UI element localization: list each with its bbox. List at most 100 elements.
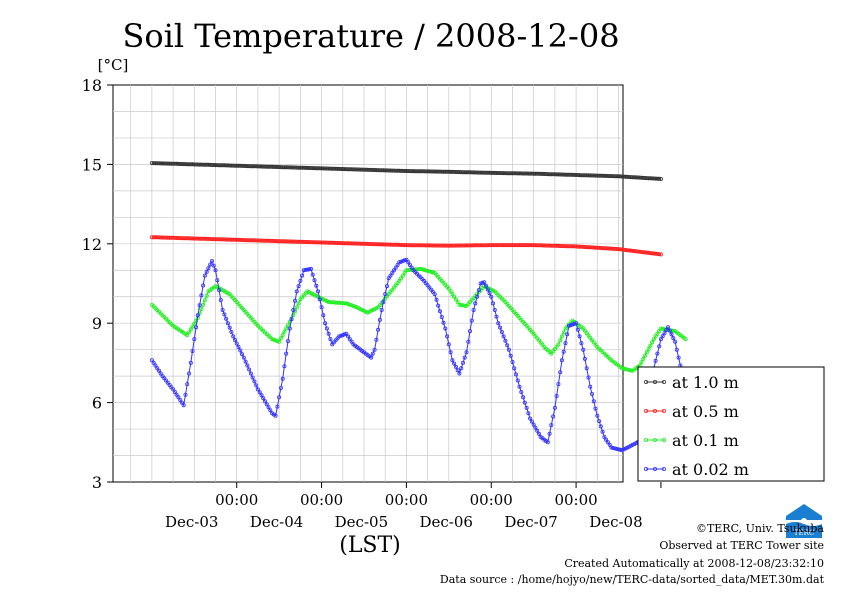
data-point	[517, 171, 522, 176]
data-point	[338, 333, 343, 338]
data-point	[370, 242, 375, 247]
data-point	[531, 422, 536, 427]
data-point	[344, 301, 349, 306]
data-point	[202, 273, 207, 278]
data-point	[565, 332, 570, 337]
data-point	[666, 325, 671, 330]
data-point	[514, 372, 519, 377]
data-point	[218, 237, 223, 242]
data-point	[294, 305, 299, 310]
x-tick-time-label: 00:00	[215, 491, 258, 509]
data-point	[448, 289, 453, 294]
data-point	[369, 355, 374, 360]
data-point	[280, 376, 285, 381]
data-point	[185, 236, 190, 241]
data-point	[349, 339, 354, 344]
data-point	[254, 383, 259, 388]
data-point	[266, 164, 271, 169]
data-point	[452, 243, 457, 248]
data-point	[556, 382, 561, 387]
data-point	[257, 390, 262, 395]
data-point	[586, 375, 591, 380]
x-tick-date-label: Dec-05	[335, 513, 388, 531]
data-point	[598, 173, 603, 178]
data-point	[519, 389, 524, 394]
data-point	[524, 405, 529, 410]
data-point	[467, 243, 472, 248]
data-point	[607, 442, 612, 447]
data-point	[278, 336, 283, 341]
data-point	[315, 166, 320, 171]
data-point	[597, 419, 602, 424]
data-point	[549, 243, 554, 248]
data-point	[294, 289, 299, 294]
data-point	[323, 321, 328, 326]
data-point	[462, 243, 467, 248]
data-point	[264, 402, 269, 407]
data-point	[528, 171, 533, 176]
data-point	[397, 278, 402, 283]
data-point	[227, 325, 232, 330]
data-point	[153, 363, 158, 368]
data-point	[613, 446, 618, 451]
data-point	[188, 360, 193, 365]
data-point	[293, 298, 298, 303]
data-point	[492, 307, 497, 312]
legend-label: at 0.1 m	[672, 431, 739, 450]
data-point	[310, 240, 315, 245]
data-point	[464, 350, 469, 355]
data-point	[657, 176, 662, 181]
data-point	[268, 408, 273, 413]
data-point	[199, 307, 204, 312]
data-point	[641, 356, 646, 361]
data-point	[639, 360, 644, 365]
data-point	[354, 167, 359, 172]
data-point	[648, 343, 653, 348]
data-point	[305, 267, 310, 272]
data-point	[179, 400, 184, 405]
data-point	[183, 392, 188, 397]
data-point	[558, 338, 563, 343]
data-point	[153, 161, 158, 166]
data-point	[490, 301, 495, 306]
data-point	[218, 297, 223, 302]
data-point	[262, 399, 267, 404]
data-point	[201, 283, 206, 288]
data-point	[399, 259, 404, 264]
data-point	[312, 278, 317, 283]
data-point	[250, 375, 255, 380]
data-point	[384, 284, 389, 289]
plot-area	[112, 84, 624, 483]
data-point	[231, 334, 236, 339]
data-point	[478, 170, 483, 175]
data-point	[409, 265, 414, 270]
data-point	[259, 393, 264, 398]
x-tick-date-label: Dec-06	[420, 513, 473, 531]
data-point	[287, 326, 292, 331]
y-tick-label: 12	[82, 235, 102, 254]
data-point	[559, 358, 564, 363]
data-point	[595, 413, 600, 418]
data-point	[379, 307, 384, 312]
data-point	[657, 344, 662, 349]
data-point	[558, 370, 563, 375]
legend-swatch-marker	[644, 379, 649, 384]
data-point	[637, 249, 642, 254]
data-point	[563, 341, 568, 346]
data-point	[658, 326, 663, 331]
data-point	[261, 238, 266, 243]
data-point	[462, 303, 467, 308]
data-point	[515, 378, 520, 383]
data-point	[337, 240, 342, 245]
data-point	[609, 445, 614, 450]
data-point	[609, 174, 614, 179]
data-point	[211, 237, 216, 242]
data-point	[459, 302, 464, 307]
data-point	[241, 355, 246, 360]
data-point	[611, 445, 616, 450]
legend-swatch-marker	[653, 379, 658, 384]
data-point	[544, 171, 549, 176]
data-point	[510, 359, 515, 364]
data-point	[655, 331, 660, 336]
data-point	[153, 235, 158, 240]
